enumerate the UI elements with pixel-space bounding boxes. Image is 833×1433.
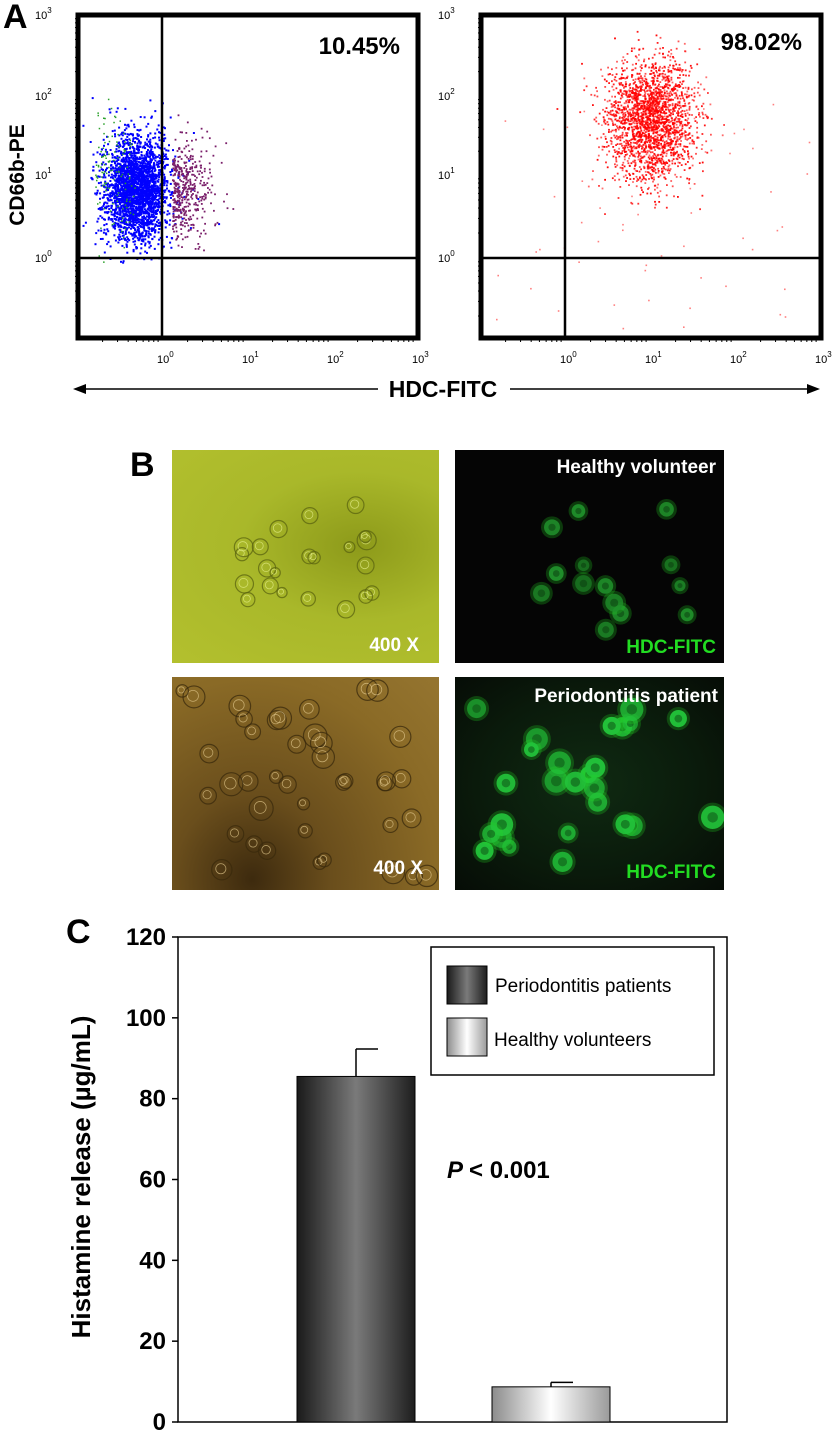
flow-x-axis-label: HDC-FITC — [389, 376, 498, 402]
flow-left-x-tick-label: 100 — [157, 350, 174, 366]
y-tick-label: 80 — [139, 1086, 166, 1113]
flow-right-x-tick-label: 100 — [560, 350, 577, 366]
p-value-annotation: P < 0.001 — [447, 1157, 550, 1184]
flow-left-x-tick-label: 101 — [242, 350, 259, 366]
y-tick-label: 100 — [126, 1005, 166, 1032]
y-tick-label: 40 — [139, 1247, 166, 1274]
bar-y-axis-label: Histamine release (µg/mL) — [66, 1016, 96, 1339]
fluorescence-image-healthy: Healthy volunteer HDC-FITC — [455, 450, 724, 663]
y-tick-label: 60 — [139, 1167, 166, 1194]
flow-left-x-tick-label: 102 — [327, 350, 344, 366]
periodontitis-patient-label: Periodontitis patient — [534, 686, 718, 707]
histamine-bar-chart: Histamine release (µg/mL) 0 20 40 60 80 100 12… — [66, 924, 728, 1433]
bar-patients — [296, 1075, 416, 1423]
flow-right-y-tick-label: 101 — [438, 166, 455, 182]
healthy-volunteer-label: Healthy volunteer — [556, 457, 716, 478]
flow-y-axis-label: CD66b-PE — [6, 124, 29, 226]
legend-label-healthy: Healthy volunteers — [494, 1030, 651, 1051]
y-tick-label: 0 — [153, 1409, 166, 1433]
panel-letter-b: B — [130, 446, 155, 484]
legend-swatch-patients — [446, 965, 488, 1005]
flow-right-x-tick-label: 103 — [815, 350, 832, 366]
y-tick-label: 20 — [139, 1328, 166, 1355]
legend-label-patients: Periodontitis patients — [495, 976, 671, 997]
flow-right-x-tick-label: 101 — [645, 350, 662, 366]
brightfield-image-healthy: 400 X — [172, 450, 439, 663]
legend: Periodontitis patients Healthy volunteer… — [430, 946, 715, 1076]
flow-left-y-tick-label: 101 — [35, 166, 52, 182]
brightfield-image-patient: 400 X — [172, 677, 439, 890]
magnification-label-healthy: 400 X — [369, 635, 419, 656]
panel-letter-c: C — [66, 913, 91, 951]
panel-letter-a: A — [3, 0, 28, 36]
p-value-text: < 0.001 — [469, 1157, 550, 1184]
flow-right-percent: 98.02% — [721, 29, 802, 56]
flow-x-axis-arrow — [73, 384, 820, 394]
legend-swatch-healthy — [446, 1017, 488, 1057]
stain-label-patient: HDC-FITC — [626, 862, 716, 883]
flow-plot-right: 100 101 102 103 100 101 102 103 — [438, 6, 832, 366]
p-value-letter: P — [447, 1157, 464, 1184]
bar-marks — [296, 1048, 611, 1423]
flow-right-x-tick-label: 102 — [730, 350, 747, 366]
flow-left-events — [82, 97, 235, 264]
flow-left-y-tick-label: 100 — [35, 249, 52, 265]
flow-right-y-tick-label: 103 — [438, 6, 455, 22]
bar-healthy — [491, 1386, 611, 1423]
magnification-label-patient: 400 X — [373, 858, 423, 879]
bar-axes: 0 20 40 60 80 100 120 — [126, 924, 728, 1433]
flow-plot-left: 100 101 102 103 100 101 102 103 — [35, 6, 429, 366]
flow-right-events — [496, 30, 811, 330]
fluorescence-image-patient: Periodontitis patient HDC-FITC — [455, 677, 724, 890]
flow-right-y-tick-label: 100 — [438, 249, 455, 265]
legend-box — [430, 946, 715, 1076]
flow-left-y-tick-label: 102 — [35, 87, 52, 103]
y-tick-label: 120 — [126, 924, 166, 951]
flow-left-y-tick-label: 103 — [35, 6, 52, 22]
flow-right-y-tick-label: 102 — [438, 87, 455, 103]
stain-label-healthy: HDC-FITC — [626, 637, 716, 658]
flow-left-x-tick-label: 103 — [412, 350, 429, 366]
flow-left-percent: 10.45% — [319, 33, 400, 60]
